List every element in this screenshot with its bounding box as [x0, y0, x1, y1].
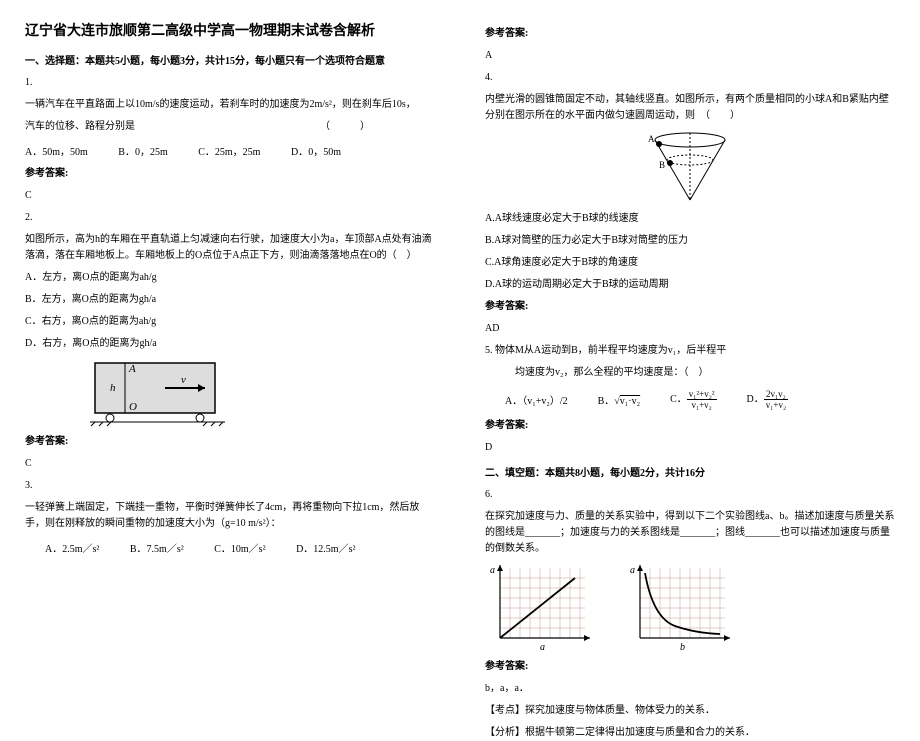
q2-optC: C．右方，离O点的距离为ah/g — [25, 314, 435, 330]
q4-ans-label: 参考答案: — [485, 299, 895, 315]
q2-figure: A h O v — [85, 358, 235, 428]
chart-a: a a — [485, 563, 595, 653]
q4-optC: C.A球角速度必定大于B球的角速度 — [485, 255, 895, 271]
q1-text: 一辆汽车在平直路面上以10m/s的速度运动，若刹车时的加速度为2m/s²，则在刹… — [25, 97, 435, 113]
q2-optA: A．左方，离O点的距离为ah/g — [25, 270, 435, 286]
chart-a-ylabel: a — [490, 565, 495, 576]
q3-optB: B．7.5m／s² — [130, 540, 184, 555]
q4-optD: D.A球的运动周期必定大于B球的运动周期 — [485, 277, 895, 293]
chart-b-xlabel: b — [680, 642, 685, 653]
q2-optB: B．左方，离O点的距离为gh/a — [25, 292, 435, 308]
q4-num: 4. — [485, 70, 895, 86]
page-title: 辽宁省大连市旅顺第二高级中学高一物理期末试卷含解析 — [25, 20, 435, 40]
q2-ans: C — [25, 456, 435, 472]
q2-num: 2. — [25, 210, 435, 226]
q6-num: 6. — [485, 487, 895, 503]
q2-optD: D．右方，离O点的距离为gh/a — [25, 336, 435, 352]
q5-ans-label: 参考答案: — [485, 418, 895, 434]
q6-ans: b，a，a． — [485, 681, 895, 697]
q5-optA: A．（v₁+v₂）/2 — [505, 392, 568, 407]
q1-ans-label: 参考答案: — [25, 166, 435, 182]
q3-optA: A．2.5m／s² — [45, 540, 99, 555]
q1-optD: D．0，50m — [291, 143, 341, 158]
q3-ans-label: 参考答案: — [485, 26, 895, 42]
q2-ans-label: 参考答案: — [25, 434, 435, 450]
q5-text2: 均速度为v₂，那么全程的平均速度是：（ ） — [515, 365, 895, 381]
q1-options: A．50m，50m B．0，25m C．25m，25m D．0，50m — [25, 143, 435, 158]
q4-ans: AD — [485, 321, 895, 337]
q5-optC: C．v₁²+v₂²v₁+v₂ — [670, 389, 716, 410]
q1-num: 1. — [25, 75, 435, 91]
svg-text:B: B — [659, 160, 665, 170]
right-column: 参考答案: A 4. 内壁光滑的圆锥筒固定不动，其轴线竖直。如图所示，有两个质量… — [460, 0, 920, 651]
q5-num: 5. — [485, 345, 493, 356]
q3-optC: C．10m／s² — [214, 540, 265, 555]
section-1-heading: 一、选择题：本题共5小题，每小题3分，共计15分，每小题只有一个选项符合题意 — [25, 52, 435, 67]
chart-a-xlabel: a — [540, 642, 545, 653]
q3-ans: A — [485, 48, 895, 64]
fig-label-A: A — [128, 363, 136, 375]
q4-figure: A B — [645, 130, 735, 205]
q6-analysis: 【分析】根据牛顿第二定律得出加速度与质量和合力的关系． — [485, 725, 895, 741]
chart-b-ylabel: a — [630, 565, 635, 576]
q3-optD: D．12.5m／s² — [296, 540, 355, 555]
q5-options: A．（v₁+v₂）/2 B．√v₁·v₂ C．v₁²+v₂²v₁+v₂ D．2v… — [505, 389, 895, 410]
q4-text: 内壁光滑的圆锥筒固定不动，其轴线竖直。如图所示，有两个质量相同的小球A和B紧贴内… — [485, 92, 895, 124]
q5-optB: B．√v₁·v₂ — [598, 392, 640, 407]
q4-optA: A.A球线速度必定大于B球的线速度 — [485, 211, 895, 227]
fig-label-v: v — [181, 374, 186, 386]
q1-ans: C — [25, 188, 435, 204]
q6-charts: a a a b — [485, 563, 895, 653]
q1-optA: A．50m，50m — [25, 143, 88, 158]
fig-label-h: h — [110, 382, 116, 394]
q6-text: 在探究加速度与力、质量的关系实验中，得到以下二个实验图线a、b。描述加速度与质量… — [485, 509, 895, 557]
q6-ans-label: 参考答案: — [485, 659, 895, 675]
left-column: 辽宁省大连市旅顺第二高级中学高一物理期末试卷含解析 一、选择题：本题共5小题，每… — [0, 0, 460, 651]
q5-ans: D — [485, 440, 895, 456]
chart-b: a b — [625, 563, 735, 653]
q3-options: A．2.5m／s² B．7.5m／s² C．10m／s² D．12.5m／s² — [45, 540, 435, 555]
q6-point: 【考点】探究加速度与物体质量、物体受力的关系． — [485, 703, 895, 719]
fig-label-O: O — [129, 401, 137, 413]
q2-text: 如图所示，高为h的车厢在平直轨道上匀减速向右行驶，加速度大小为a，车顶部A点处有… — [25, 232, 435, 264]
q3-num: 3. — [25, 478, 435, 494]
q5-line1: 5. 物体M从A运动到B，前半程平均速度为v₁，后半程平 — [485, 343, 895, 359]
q3-text: 一轻弹簧上端固定，下端挂一重物，平衡时弹簧伸长了4cm，再将重物向下拉1cm，然… — [25, 500, 435, 532]
q4-optB: B.A球对筒壁的压力必定大于B球对筒壁的压力 — [485, 233, 895, 249]
q5-optD: D．2v₁v₂v₁+v₂ — [747, 389, 789, 410]
q5-text1: 物体M从A运动到B，前半程平均速度为v₁，后半程平 — [495, 345, 726, 356]
svg-text:A: A — [648, 134, 655, 144]
q1-text2: 汽车的位移、路程分别是 （ ） — [25, 119, 435, 135]
q1-optC: C．25m，25m — [198, 143, 260, 158]
section-2-heading: 二、填空题：本题共8小题，每小题2分，共计16分 — [485, 464, 895, 479]
q1-optB: B．0，25m — [118, 143, 167, 158]
